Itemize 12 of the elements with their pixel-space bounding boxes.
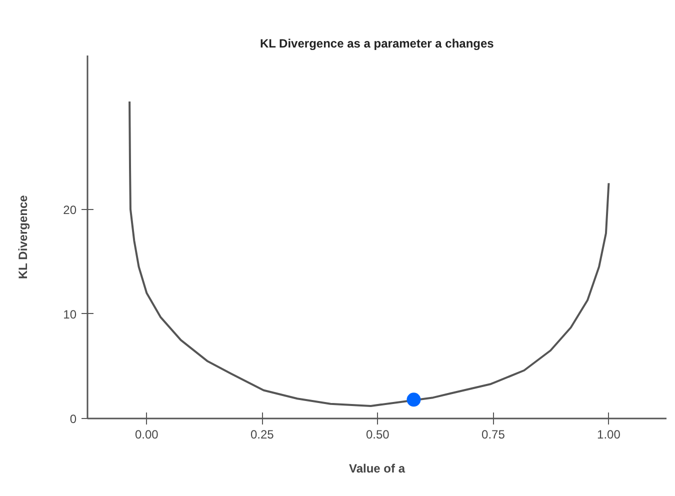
x-tick-label: 0.50: [366, 428, 390, 442]
chart-title: KL Divergence as a parameter a changes: [260, 36, 494, 50]
x-tick-label: 0.25: [250, 428, 274, 442]
y-tick-label: 20: [63, 202, 77, 217]
line-series: [128, 100, 610, 407]
y-axis-title: KL Divergence: [16, 194, 30, 280]
y-tick-label: 0: [70, 412, 77, 426]
x-axis-title: Value of a: [348, 462, 406, 476]
y-tick-label: 10: [63, 307, 77, 322]
x-tick-label: 1.00: [597, 428, 621, 442]
x-tick-label: 0.00: [134, 428, 159, 442]
x-tick-label: 0.75: [482, 428, 506, 442]
